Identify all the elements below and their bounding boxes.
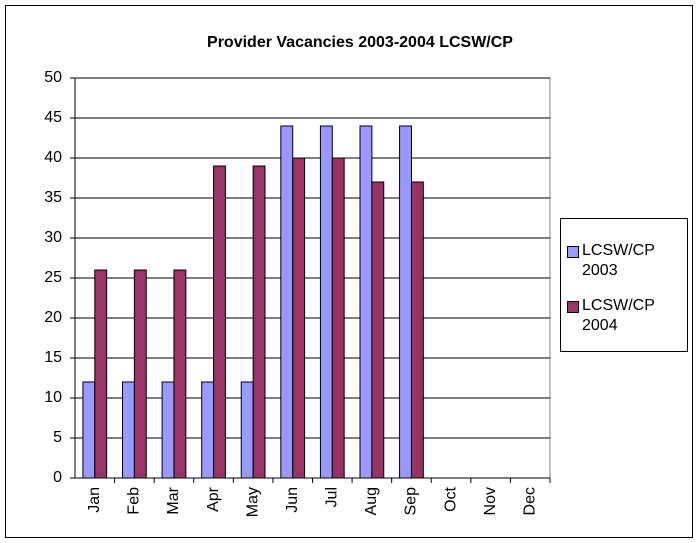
bar xyxy=(280,125,294,479)
x-tick-label: Jun xyxy=(284,487,301,513)
y-tick-label: 30 xyxy=(44,229,62,246)
bar xyxy=(319,125,333,479)
bar xyxy=(213,165,226,479)
x-tick-label: Mar xyxy=(165,486,182,514)
x-tick-label: Aug xyxy=(363,487,380,515)
legend: LCSW/CP 2003 LCSW/CP 2004 xyxy=(560,218,688,352)
bar xyxy=(359,125,373,479)
y-tick-label: 10 xyxy=(44,389,62,406)
bar xyxy=(94,269,108,479)
bar xyxy=(371,181,385,479)
bar xyxy=(122,381,135,479)
legend-entry: LCSW/CP 2004 xyxy=(567,296,672,336)
legend-entry: LCSW/CP 2003 xyxy=(567,241,672,281)
bar xyxy=(173,269,187,479)
bar xyxy=(410,181,424,479)
y-tick-label: 5 xyxy=(53,429,62,446)
bar xyxy=(161,381,175,479)
bar xyxy=(252,165,266,479)
bar xyxy=(292,157,306,479)
x-tick-label: Jul xyxy=(324,487,341,507)
bar xyxy=(82,381,96,479)
bar xyxy=(331,157,345,479)
y-tick-label: 35 xyxy=(44,189,62,206)
bar xyxy=(240,381,254,479)
y-tick-label: 25 xyxy=(44,269,62,286)
bar xyxy=(399,125,412,479)
legend-label: LCSW/CP 2004 xyxy=(582,297,655,334)
x-tick-label: May xyxy=(244,487,261,517)
x-tick-label: Dec xyxy=(521,487,538,515)
legend-swatch xyxy=(567,301,579,313)
y-tick-label: 50 xyxy=(44,69,62,86)
x-tick-label: Apr xyxy=(205,486,222,512)
bar xyxy=(133,269,147,479)
bar xyxy=(201,381,215,479)
y-tick-label: 20 xyxy=(44,309,62,326)
y-tick-label: 0 xyxy=(53,469,62,486)
x-tick-label: Jan xyxy=(86,487,103,513)
x-tick-label: Nov xyxy=(482,487,499,515)
chart-title: Provider Vacancies 2003-2004 LCSW/CP xyxy=(207,34,513,51)
x-tick-label: Sep xyxy=(403,487,420,516)
y-tick-label: 15 xyxy=(44,349,62,366)
x-tick-label: Feb xyxy=(126,487,143,515)
legend-label: LCSW/CP 2003 xyxy=(582,242,655,279)
y-tick-label: 40 xyxy=(44,149,62,166)
x-tick-label: Oct xyxy=(442,486,459,511)
legend-swatch xyxy=(567,246,579,258)
y-tick-label: 45 xyxy=(44,109,62,126)
